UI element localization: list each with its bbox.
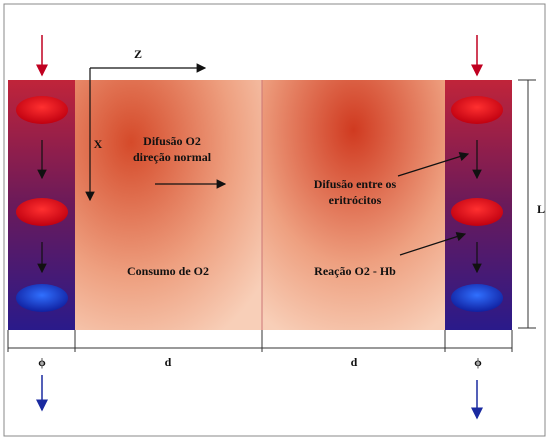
dim-label: d — [351, 355, 358, 369]
dimension-lines — [7, 79, 536, 352]
rbc — [16, 96, 68, 124]
rbc-deoxy — [451, 284, 503, 312]
label: Difusão O2 — [143, 134, 201, 148]
arrow — [397, 151, 470, 177]
label: Consumo de O2 — [127, 264, 209, 278]
label: direção normal — [133, 150, 212, 164]
label: eritrócitos — [329, 193, 382, 207]
rbc — [451, 96, 503, 124]
length-label: L — [537, 202, 545, 216]
cells — [16, 96, 503, 312]
flow-arrows — [37, 63, 482, 274]
z-label: Z — [134, 47, 142, 61]
tissue-left — [75, 80, 262, 330]
label: Reação O2 - Hb — [314, 264, 396, 278]
frame — [3, 3, 546, 437]
rbc — [16, 198, 68, 226]
dim-label: ϕ — [38, 355, 46, 369]
dim-label: d — [165, 355, 172, 369]
rbc — [451, 198, 503, 226]
label: Difusão entre os — [314, 177, 397, 191]
tissue-right — [262, 80, 445, 330]
arrow — [399, 232, 467, 256]
dim-label: ϕ — [474, 355, 482, 369]
x-label: X — [94, 137, 103, 151]
rbc-deoxy — [16, 284, 68, 312]
